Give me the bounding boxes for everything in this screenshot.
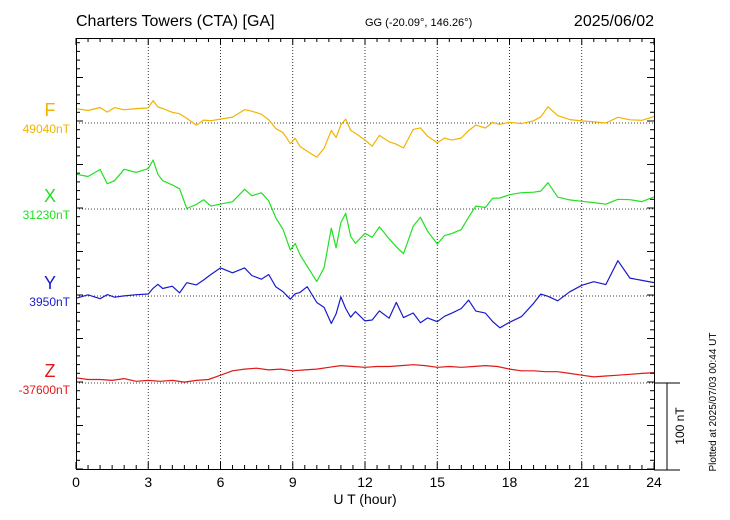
grid-lines: [147, 38, 583, 469]
x-axis-label: U T (hour): [333, 491, 396, 507]
x-tick-label-3: 3: [144, 474, 152, 490]
component-baseline-F: 49040nT: [23, 122, 71, 136]
series-line-X: [75, 159, 655, 283]
component-baseline-Z: -37600nT: [19, 383, 71, 397]
component-baseline-Y: 3950nT: [29, 295, 70, 309]
component-letter-Z: Z: [45, 361, 56, 381]
baseline-lines: [76, 122, 654, 384]
x-tick-labels: 0 3 6 9 12 15 18 21 24: [72, 474, 662, 490]
x-tick-label-21: 21: [574, 474, 590, 490]
date-label: 2025/06/02: [574, 13, 654, 30]
component-letter-Y: Y: [44, 273, 56, 293]
coordinates-label: GG (-20.09°, 146.26°): [365, 17, 472, 29]
plot-frame: [76, 38, 655, 470]
scale-bar-label: 100 nT: [673, 407, 687, 445]
x-tick-label-24: 24: [646, 474, 662, 490]
x-tick-label-6: 6: [217, 474, 225, 490]
x-tick-label-15: 15: [429, 474, 445, 490]
component-baseline-X: 31230nT: [23, 208, 71, 222]
plotted-timestamp: Plotted at 2025/07/03 00:44 UT: [708, 333, 719, 472]
component-letter-F: F: [45, 100, 56, 120]
x-tick-label-12: 12: [357, 474, 373, 490]
series-line-F: [75, 99, 655, 158]
x-tick-label-18: 18: [502, 474, 518, 490]
component-labels: F 49040nT X 31230nT Y 3950nT Z -37600nT: [19, 100, 71, 397]
series-line-Z: [75, 364, 655, 383]
scale-bar: 100 nT: [654, 382, 687, 471]
station-title: Charters Towers (CTA) [GA]: [76, 13, 275, 30]
series-line-Y: [75, 260, 655, 329]
component-letter-X: X: [44, 186, 56, 206]
series-group: [75, 99, 655, 383]
x-tick-label-9: 9: [289, 474, 297, 490]
x-tick-label-0: 0: [72, 474, 80, 490]
